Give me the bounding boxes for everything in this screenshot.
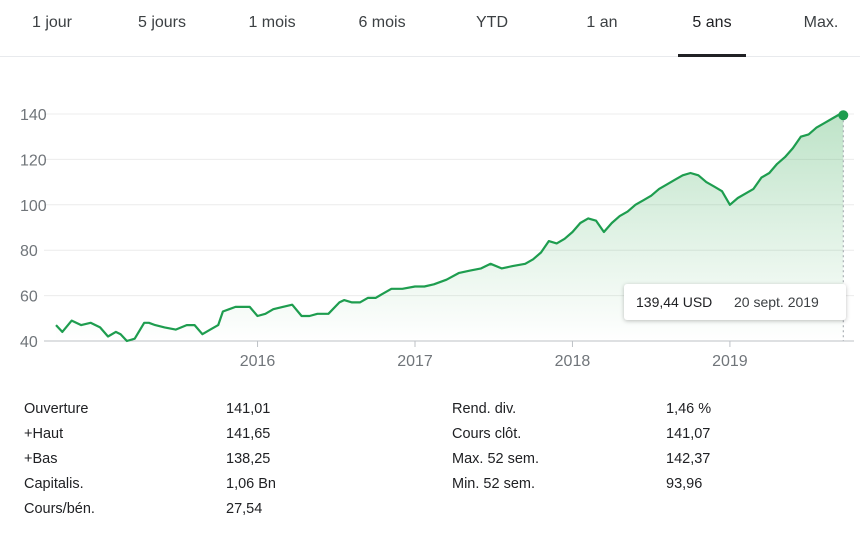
y-axis: 40 60 80 100 120 140 — [20, 107, 47, 351]
stat-value-div-yield: 1,46 % — [666, 401, 712, 417]
stat-value-low: 138,25 — [226, 451, 271, 467]
tab-label: Max. — [803, 14, 839, 31]
stat-label-pe-ratio: Cours/bén. — [24, 501, 95, 517]
tab-1-day[interactable]: 1 jour — [0, 0, 104, 56]
stat-label-52w-high: Max. 52 sem. — [452, 451, 540, 467]
x-tick-label: 2019 — [712, 353, 748, 370]
tab-5-days[interactable]: 5 jours — [110, 0, 214, 56]
y-tick-label: 40 — [20, 334, 38, 351]
y-tick-label: 80 — [20, 243, 38, 260]
tab-label: 5 ans — [692, 14, 732, 31]
tab-label: 1 mois — [248, 14, 296, 31]
x-tick-label: 2016 — [240, 353, 276, 370]
stat-value-prev-close: 141,07 — [666, 426, 711, 442]
tab-5-years[interactable]: 5 ans — [678, 0, 746, 57]
tab-max[interactable]: Max. — [782, 0, 860, 56]
tab-1-year[interactable]: 1 an — [550, 0, 654, 56]
last-price-point — [838, 110, 849, 121]
stat-value-52w-high: 142,37 — [666, 451, 711, 467]
stat-label-market-cap: Capitalis. — [24, 476, 84, 492]
y-tick-label: 100 — [20, 198, 47, 215]
tab-ytd[interactable]: YTD — [440, 0, 544, 56]
y-tick-label: 120 — [20, 152, 47, 169]
tab-label: 1 jour — [31, 14, 73, 31]
tab-6-months[interactable]: 6 mois — [330, 0, 434, 56]
tooltip-price: 139,44 USD — [636, 294, 713, 310]
stat-value-open: 141,01 — [226, 401, 271, 417]
x-tick-label: 2018 — [555, 353, 591, 370]
y-tick-label: 60 — [20, 289, 38, 306]
stat-label-low: +Bas — [24, 451, 58, 467]
range-tabs: 1 jour 5 jours 1 mois 6 mois YTD 1 an 5 … — [0, 0, 860, 57]
price-line — [55, 112, 844, 343]
price-chart[interactable]: 40 60 80 100 120 140 2016 2017 2018 2019 — [0, 56, 860, 386]
tab-label: 1 an — [586, 14, 618, 31]
tooltip-date: 20 sept. 2019 — [734, 294, 819, 310]
stat-value-pe-ratio: 27,54 — [226, 501, 263, 517]
stat-value-market-cap: 1,06 Bn — [226, 476, 276, 492]
stat-label-52w-low: Min. 52 sem. — [452, 476, 535, 492]
x-axis: 2016 2017 2018 2019 — [240, 341, 748, 370]
price-tooltip: 139,44 USD 20 sept. 2019 — [624, 284, 846, 320]
stat-value-high: 141,65 — [226, 426, 271, 442]
stat-label-prev-close: Cours clôt. — [452, 426, 522, 442]
tab-1-month[interactable]: 1 mois — [220, 0, 324, 56]
stat-label-high: +Haut — [24, 426, 64, 442]
tab-label: 5 jours — [137, 14, 187, 31]
tab-label: 6 mois — [358, 14, 406, 31]
stat-label-open: Ouverture — [24, 401, 89, 417]
y-tick-label: 140 — [20, 107, 47, 124]
stat-value-52w-low: 93,96 — [666, 476, 703, 492]
tab-label: YTD — [476, 14, 508, 31]
stat-label-div-yield: Rend. div. — [452, 401, 517, 417]
x-tick-label: 2017 — [397, 353, 433, 370]
active-tab-indicator — [678, 54, 746, 57]
